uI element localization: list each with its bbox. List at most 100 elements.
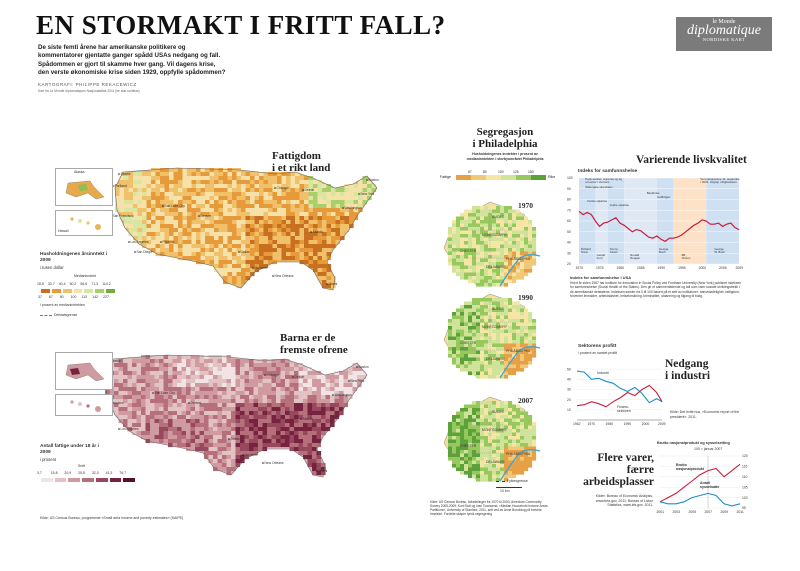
county-patch	[253, 387, 259, 392]
county-patch	[145, 419, 151, 424]
tract-patch	[512, 312, 517, 316]
tract-patch	[508, 453, 513, 458]
county-patch	[304, 232, 309, 237]
county-patch	[213, 415, 218, 420]
county-patch	[236, 256, 242, 261]
county-patch	[262, 427, 268, 432]
tract-patch	[456, 265, 461, 270]
county-patch	[186, 419, 191, 424]
county-patch	[223, 212, 228, 217]
county-patch	[181, 407, 187, 412]
county-patch	[271, 419, 277, 424]
tract-patch	[532, 340, 537, 344]
city-dot	[134, 251, 136, 253]
legend-pct: 67	[48, 295, 53, 299]
county-patch	[227, 264, 233, 269]
county-label: CHESTER	[460, 444, 477, 448]
tract-patch	[460, 357, 465, 362]
county-patch	[281, 232, 287, 237]
county-patch	[231, 387, 236, 392]
phila-year: 1990	[518, 293, 533, 302]
county-patch	[299, 204, 305, 209]
county-patch	[204, 423, 209, 428]
county-patch	[195, 423, 200, 428]
tract-patch	[464, 213, 469, 217]
county-patch	[217, 451, 223, 456]
county-patch	[213, 403, 218, 408]
county-patch	[222, 391, 227, 396]
county-patch	[294, 395, 299, 400]
county-patch	[177, 383, 182, 388]
county-patch	[326, 252, 332, 257]
tract-patch	[452, 227, 457, 231]
tract-patch	[520, 227, 525, 231]
county-patch	[128, 204, 134, 209]
county-patch	[253, 415, 259, 420]
county-patch	[155, 200, 161, 205]
county-patch	[322, 228, 327, 233]
tract-patch	[452, 262, 457, 266]
tract-patch	[520, 269, 525, 273]
county-patch	[307, 403, 313, 408]
city-dot	[160, 241, 162, 243]
tract-patch	[496, 375, 501, 379]
tract-patch	[496, 322, 501, 327]
county-patch	[236, 232, 242, 237]
county-patch	[226, 451, 232, 456]
county-patch	[146, 172, 152, 177]
county-patch	[217, 399, 223, 404]
county-patch	[358, 180, 363, 185]
county-patch	[177, 423, 182, 428]
county-patch	[163, 391, 169, 396]
county-patch	[325, 379, 331, 384]
tract-patch	[492, 279, 497, 284]
county-patch	[231, 455, 236, 460]
county-patch	[277, 192, 282, 197]
tract-patch	[512, 361, 517, 365]
tract-patch	[516, 450, 521, 454]
county-patch	[289, 439, 295, 444]
city-label: San Francisco	[113, 214, 134, 218]
county-patch	[154, 379, 160, 384]
county-patch	[241, 264, 246, 269]
county-patch	[244, 423, 250, 428]
county-patch	[154, 383, 160, 388]
map2-title: Barna er de fremste ofrene	[280, 332, 348, 356]
county-patch	[267, 423, 272, 428]
county-patch	[245, 252, 251, 257]
tract-patch	[504, 471, 509, 475]
county-patch	[312, 387, 317, 392]
tract-patch	[456, 340, 461, 344]
county-patch	[205, 256, 210, 261]
county-patch	[209, 216, 215, 221]
county-patch	[277, 244, 282, 249]
event-label: Bankkrise	[647, 191, 660, 195]
county-patch	[182, 204, 188, 209]
county-patch	[289, 387, 295, 392]
county-patch	[223, 256, 228, 261]
county-patch	[249, 391, 254, 396]
county-patch	[209, 240, 215, 245]
tract-patch	[460, 248, 465, 252]
county-patch	[124, 180, 129, 185]
tract-patch	[504, 301, 509, 306]
tract-patch	[492, 439, 497, 444]
tract-patch	[468, 446, 473, 451]
county-patch	[133, 200, 138, 205]
tract-patch	[528, 326, 533, 330]
county-patch	[267, 367, 272, 372]
legend-swatch	[72, 288, 84, 294]
county-patch	[146, 232, 152, 237]
tract-patch	[472, 234, 477, 238]
county-patch	[222, 419, 227, 424]
tract-patch	[504, 436, 509, 440]
county-patch	[307, 399, 313, 404]
county-patch	[271, 367, 277, 372]
county-patch	[371, 184, 377, 189]
county-patch	[150, 355, 155, 360]
county-patch	[331, 284, 336, 289]
tract-patch	[512, 354, 517, 358]
county-patch	[280, 391, 286, 396]
tract-patch	[468, 322, 473, 327]
county-patch	[299, 192, 305, 197]
